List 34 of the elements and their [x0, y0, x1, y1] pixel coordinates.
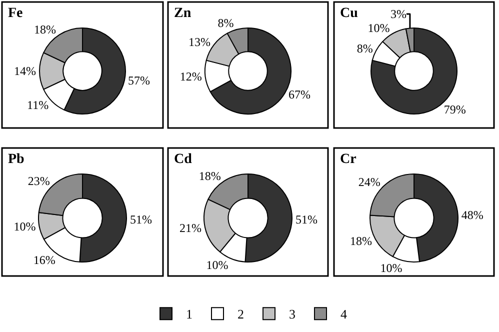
legend-label: 4 — [340, 306, 348, 322]
data-label: 12% — [180, 70, 202, 84]
data-label: 11% — [27, 98, 49, 112]
data-label: 8% — [218, 16, 234, 30]
legend-label: 1 — [186, 306, 192, 322]
chart-title: Fe — [8, 6, 23, 21]
data-label: 18% — [350, 234, 372, 248]
legend-label: 2 — [238, 306, 244, 322]
data-label: 67% — [288, 88, 311, 102]
data-label: 21% — [180, 220, 202, 235]
data-label: 10% — [206, 258, 228, 272]
data-label: 57% — [128, 74, 150, 88]
data-label: 79% — [444, 102, 466, 116]
data-label: 10% — [14, 219, 36, 234]
data-label: 48% — [461, 208, 484, 222]
data-label: 23% — [28, 174, 50, 188]
data-label: 13% — [188, 35, 211, 50]
data-label: 3% — [390, 6, 406, 21]
data-label: 8% — [356, 42, 373, 56]
data-label: 14% — [14, 64, 36, 78]
data-label: 18% — [198, 168, 221, 183]
data-label: 18% — [34, 22, 56, 37]
chart-title: Zn — [174, 6, 192, 21]
data-label: 51% — [130, 212, 152, 226]
data-label: 10% — [368, 20, 390, 35]
data-label: 24% — [358, 175, 380, 190]
data-label: 16% — [33, 253, 56, 268]
chart-title: Cu — [340, 6, 358, 21]
chart-title: Cr — [340, 152, 356, 167]
chart-title: Cd — [174, 152, 192, 167]
chart-title: Pb — [8, 152, 25, 167]
legend-label: 3 — [289, 306, 296, 322]
data-label: 10% — [380, 260, 402, 275]
data-label: 51% — [295, 212, 318, 226]
